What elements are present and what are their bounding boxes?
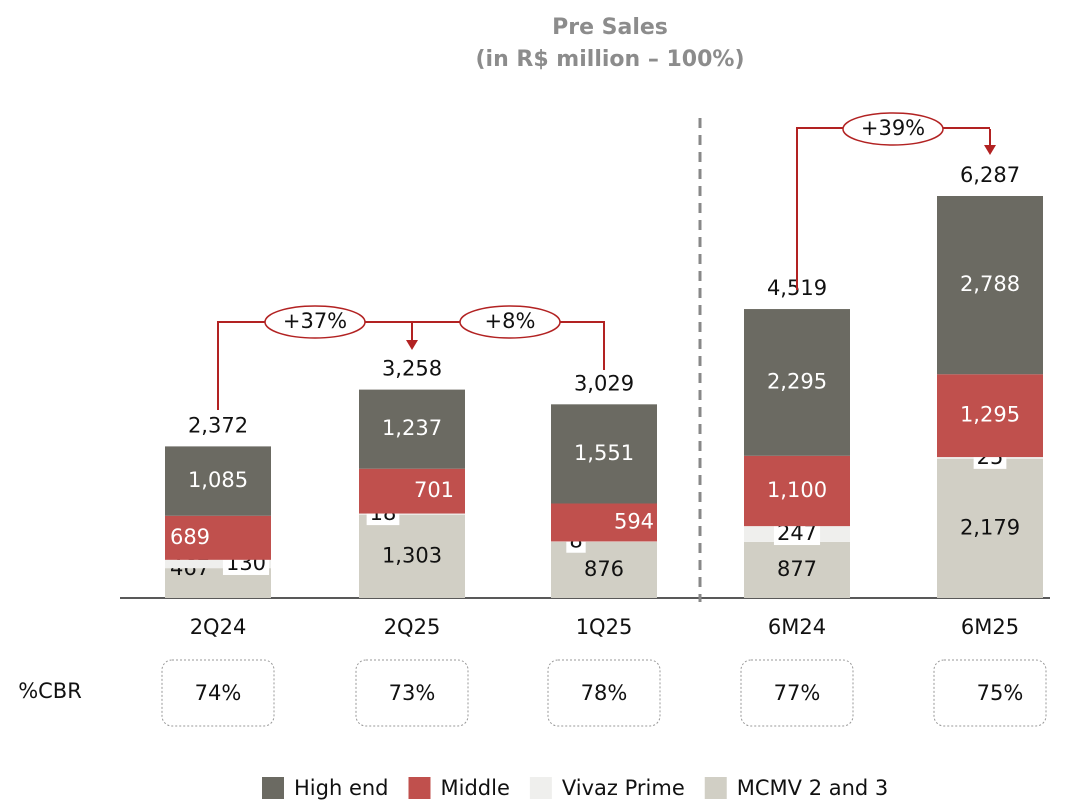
bar-segment [551,404,657,504]
segment-label: 1,100 [767,478,827,502]
cbr-box [355,659,469,727]
x-tick-label: 6M24 [768,615,826,639]
segment-label: 1,295 [960,403,1020,427]
cbr-value: 78% [581,681,628,705]
growth-bubble [459,305,561,339]
arrow-head [984,145,996,155]
bar-segment [937,196,1043,375]
cbr-box [933,659,1047,727]
total-label: 6,287 [960,163,1020,187]
bar-segment [359,514,465,598]
segment-label: 2,788 [960,272,1020,296]
x-tick-label: 2Q24 [190,615,247,639]
growth-bubble [264,305,366,339]
legend-swatch [704,777,727,799]
total-label: 3,029 [574,371,634,395]
bar-segment [165,446,271,516]
legend-swatch [262,777,284,799]
segment-label: 877 [777,557,817,581]
bar-segment [744,541,850,598]
cbr-value: 73% [389,681,436,705]
total-label: 2,372 [188,413,248,437]
bar-segment [937,374,1043,458]
segment-label: 701 [414,478,454,502]
cbr-box [740,659,854,727]
x-tick-label: 2Q25 [384,615,441,639]
bar-segment [551,541,657,542]
bar-segment [165,515,271,560]
legend-swatch [408,777,431,799]
cbr-box [547,659,661,727]
bar-segment [744,309,850,456]
bar-segment [165,559,271,569]
growth-bubble [842,112,944,146]
segment-label: 2,179 [960,515,1020,539]
segment-label: 1,085 [188,468,248,492]
bar-segment [359,468,465,514]
legend-label: Vivaz Prime [562,776,685,800]
bar-segment [359,389,465,469]
chart-subtitle: (in R$ million – 100%) [475,47,744,72]
segment-label: 689 [170,525,210,549]
cbr-value: 77% [774,681,821,705]
x-tick-label: 6M25 [961,615,1019,639]
cbr-label: %CBR [18,679,82,703]
growth-label: +8% [485,309,536,333]
segment-label: 1,237 [382,416,442,440]
cbr-value: 74% [195,681,242,705]
x-tick-label: 1Q25 [576,615,633,639]
cbr-box [161,659,275,727]
legend-swatch [529,777,552,799]
bar-segment [937,458,1043,598]
legend-label: High end [294,776,389,800]
chart-title: Pre Sales [552,15,668,40]
bar-segment [359,513,465,515]
segment-label: 1,303 [382,543,442,567]
segment-label: 1,551 [574,441,634,465]
segment-label: 594 [614,509,654,533]
bar-segment [551,503,657,542]
legend-label: Middle [441,776,510,800]
segment-label: 876 [584,557,624,581]
segment-label: 2,295 [767,369,827,393]
arrow-head [406,340,418,350]
growth-label: +39% [861,116,925,140]
cbr-value: 75% [977,681,1024,705]
legend-label: MCMV 2 and 3 [737,776,889,800]
total-label: 3,258 [382,357,442,381]
growth-label: +37% [283,309,347,333]
bar-segment [744,455,850,527]
